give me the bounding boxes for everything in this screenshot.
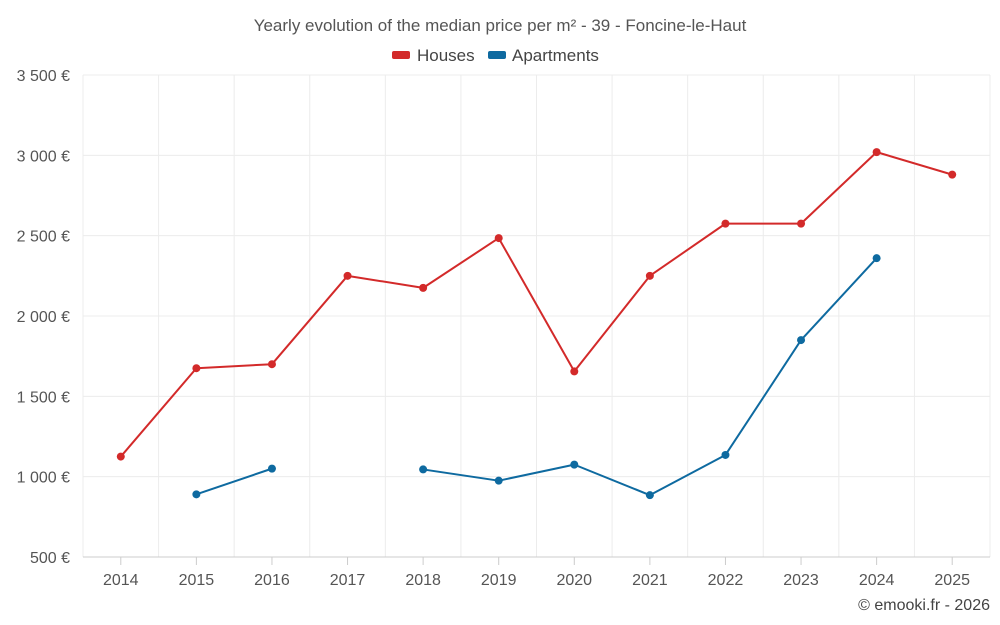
data-point-houses[interactable] <box>872 148 881 157</box>
y-tick-label: 1 000 € <box>17 470 70 487</box>
x-tick-label: 2014 <box>103 572 139 589</box>
x-tick-label: 2025 <box>934 572 970 589</box>
series-line-apartments <box>422 257 878 497</box>
legend-item-apartments[interactable]: Apartments <box>488 46 599 65</box>
y-tick-label: 3 500 € <box>17 68 70 85</box>
data-point-apartments[interactable] <box>797 336 806 345</box>
data-point-apartments[interactable] <box>570 460 579 469</box>
data-point-houses[interactable] <box>343 271 352 280</box>
data-point-houses[interactable] <box>192 364 201 373</box>
chart-title: Yearly evolution of the median price per… <box>254 16 747 35</box>
x-tick-label: 2021 <box>632 572 668 589</box>
series-layer <box>116 148 957 500</box>
x-tick-label: 2024 <box>859 572 895 589</box>
data-point-houses[interactable] <box>570 367 579 376</box>
credit-text: © emooki.fr - 2026 <box>858 597 990 614</box>
data-point-apartments[interactable] <box>721 450 730 459</box>
series-line-apartments <box>196 467 273 496</box>
data-point-houses[interactable] <box>721 219 730 228</box>
grid <box>82 74 991 557</box>
x-tick-label: 2020 <box>556 572 592 589</box>
x-tick-label: 2018 <box>405 572 441 589</box>
x-tick-label: 2023 <box>783 572 819 589</box>
data-point-houses[interactable] <box>116 452 125 461</box>
legend-item-houses[interactable]: Houses <box>392 46 475 65</box>
data-point-houses[interactable] <box>645 271 654 280</box>
x-tick-label: 2016 <box>254 572 290 589</box>
data-point-apartments[interactable] <box>645 491 654 500</box>
data-point-houses[interactable] <box>948 170 957 179</box>
y-tick-label: 1 500 € <box>17 389 70 406</box>
data-point-apartments[interactable] <box>419 465 428 474</box>
x-tick-label: 2015 <box>179 572 215 589</box>
data-point-apartments[interactable] <box>872 254 881 263</box>
y-tick-label: 500 € <box>30 550 70 567</box>
data-point-houses[interactable] <box>797 219 806 228</box>
data-point-houses[interactable] <box>267 360 276 369</box>
legend-swatch-houses <box>392 51 410 59</box>
data-point-houses[interactable] <box>419 283 428 292</box>
data-point-apartments[interactable] <box>267 464 276 473</box>
y-tick-label: 2 500 € <box>17 229 70 246</box>
legend-label-apartments: Apartments <box>512 46 599 65</box>
y-axis: 500 € 1 000 € 1 500 € 2 000 € 2 500 € 3 000 €… <box>17 68 70 567</box>
data-point-apartments[interactable] <box>494 476 503 485</box>
series-line-houses <box>120 151 953 458</box>
x-axis: 2014 2015 2016 2017 2018 2019 2020 2021 2022 2023… <box>83 556 990 589</box>
legend: Houses Apartments <box>392 46 599 65</box>
x-tick-label: 2017 <box>330 572 366 589</box>
data-point-apartments[interactable] <box>192 490 201 499</box>
legend-swatch-apartments <box>488 51 506 59</box>
data-point-houses[interactable] <box>494 234 503 243</box>
x-tick-label: 2022 <box>708 572 744 589</box>
y-tick-label: 2 000 € <box>17 309 70 326</box>
x-tick-label: 2019 <box>481 572 517 589</box>
legend-label-houses: Houses <box>417 46 475 65</box>
y-tick-label: 3 000 € <box>17 148 70 165</box>
